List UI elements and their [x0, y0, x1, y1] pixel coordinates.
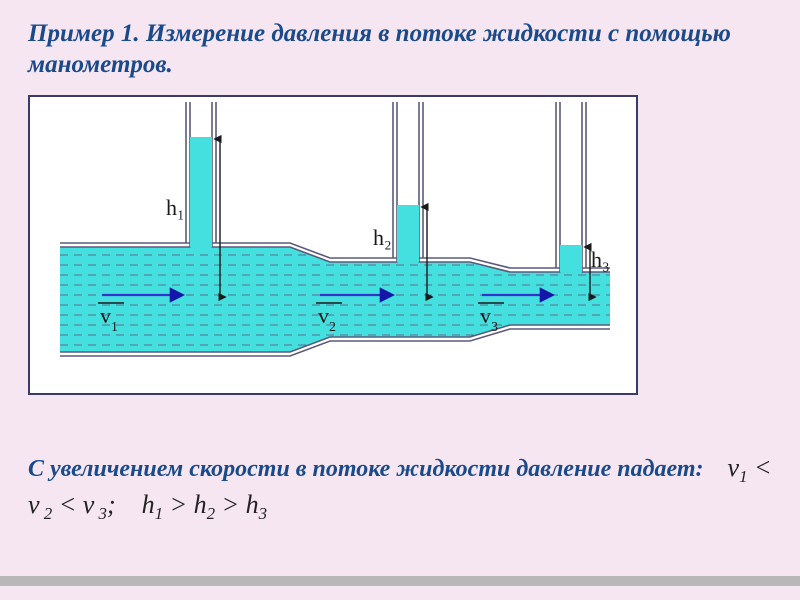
diagram-container: h₁v1h₂v2h₃v3	[28, 95, 638, 395]
h-label: h₂	[373, 225, 392, 250]
conclusion-text: С увеличением скорости в потоке жидкости…	[28, 456, 704, 482]
manometer-fluid	[190, 137, 212, 247]
manometer-fluid	[397, 205, 419, 262]
diagram-svg: h₁v1h₂v2h₃v3	[30, 97, 640, 397]
conclusion: С увеличением скорости в потоке жидкости…	[28, 451, 772, 525]
h-label: h₁	[166, 195, 185, 220]
slide: Пример 1. Измерение давления в потоке жи…	[0, 0, 800, 600]
slide-title: Пример 1. Измерение давления в потоке жи…	[28, 18, 772, 81]
h-label: h₃	[591, 247, 610, 272]
footer-bar	[0, 576, 800, 586]
